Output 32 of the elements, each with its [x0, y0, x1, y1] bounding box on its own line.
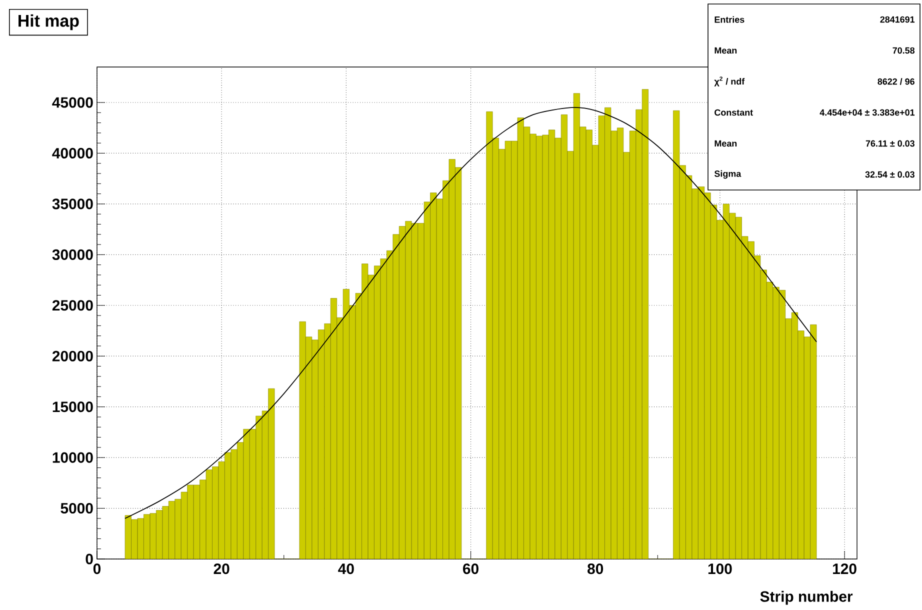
- x-tick-label: 20: [214, 564, 230, 574]
- x-tick-label: 80: [588, 564, 604, 574]
- x-tick-label: 120: [833, 564, 856, 574]
- y-tick-label: 15000: [52, 402, 93, 412]
- annotation: 4.454e+04 ± 3.383e+01: [820, 109, 915, 116]
- annotation: Constant: [714, 109, 753, 116]
- y-tick-label: 30000: [52, 249, 93, 260]
- text: 8622 / 96: [878, 78, 914, 85]
- y-tick-label: 45000: [52, 97, 93, 108]
- text: Entries: [714, 16, 744, 23]
- text: 2841691: [880, 16, 915, 23]
- x-tick-label: 60: [463, 564, 478, 574]
- line-series: [124, 107, 817, 519]
- y-tick-label: 10000: [52, 452, 93, 463]
- annotation: χ$^{2}$ / ndf: [714, 76, 745, 86]
- chart-title: Hit map: [18, 14, 79, 30]
- x-tick-label: 0: [93, 564, 101, 574]
- y-tick-label: 35000: [52, 198, 93, 210]
- text: 32.54 ± 0.03: [865, 171, 914, 178]
- y-tick-label: 5000: [60, 502, 93, 514]
- x-tick-label: 40: [338, 564, 354, 574]
- y-tick-label: 20000: [52, 350, 93, 362]
- y-tick-label: 40000: [52, 148, 93, 159]
- x-tick-label: 100: [708, 564, 732, 574]
- annotation: Sigma: [714, 170, 742, 179]
- annotation: Mean: [714, 140, 737, 147]
- y-tick-label: 25000: [52, 300, 93, 311]
- text: 76.11 ± 0.03: [866, 140, 914, 147]
- y-tick-label: 0: [86, 554, 93, 564]
- text: 70.58: [892, 47, 915, 54]
- x-axis-title: Strip number: [760, 590, 853, 605]
- text: Mean: [714, 47, 737, 54]
